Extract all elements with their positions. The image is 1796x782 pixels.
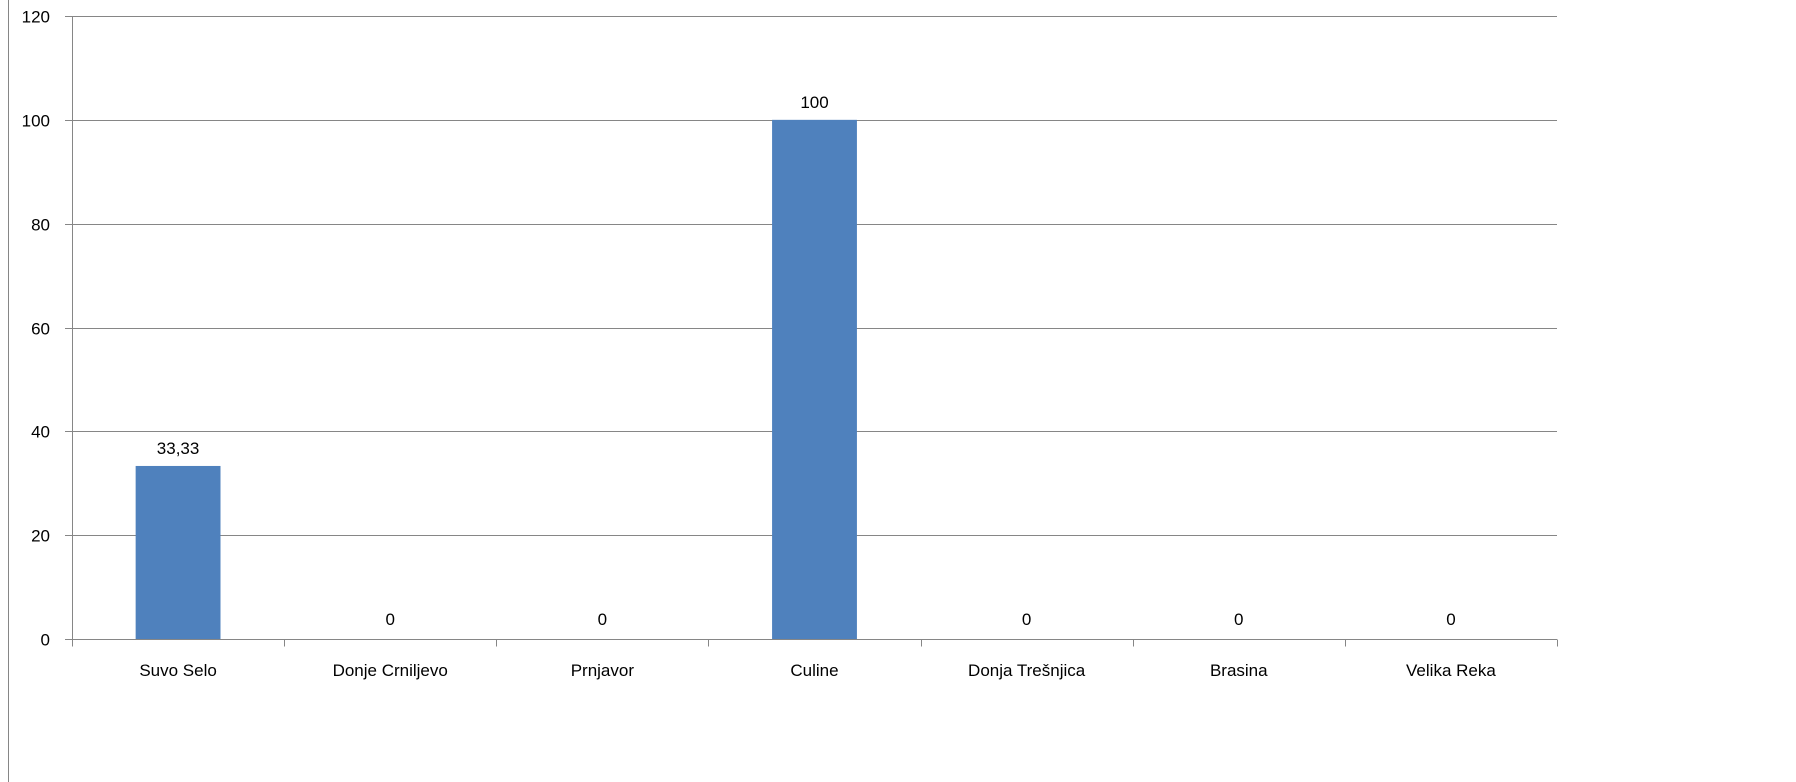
y-tick-label: 0 bbox=[41, 631, 50, 650]
x-tick-label: Donje Crniljevo bbox=[333, 661, 448, 680]
data-label: 0 bbox=[598, 610, 607, 629]
bar bbox=[135, 465, 221, 639]
y-tick-label: 60 bbox=[31, 320, 50, 339]
bars bbox=[135, 119, 857, 640]
x-tick-label: Donja Trešnjica bbox=[968, 661, 1086, 680]
y-tick-label: 100 bbox=[22, 112, 50, 131]
x-tick-label: Prnjavor bbox=[571, 661, 635, 680]
data-label: 0 bbox=[1022, 610, 1031, 629]
x-tick-label: Brasina bbox=[1210, 661, 1268, 680]
y-tick-label: 20 bbox=[31, 527, 50, 546]
y-tick-label: 120 bbox=[22, 8, 50, 27]
data-label: 0 bbox=[1446, 610, 1455, 629]
labels: 0 20 40 60 80 100 120 33,33 Suvo Selo 0 Donje Crni… bbox=[22, 8, 1497, 681]
x-tick-label: Velika Reka bbox=[1406, 661, 1496, 680]
x-tick-label: Suvo Selo bbox=[139, 661, 217, 680]
data-label: 33,33 bbox=[157, 439, 200, 458]
y-tick-label: 80 bbox=[31, 216, 50, 235]
x-tick-label: Culine bbox=[790, 661, 838, 680]
data-label: 0 bbox=[385, 610, 394, 629]
data-label: 0 bbox=[1234, 610, 1243, 629]
y-tick-label: 40 bbox=[31, 423, 50, 442]
data-label: 100 bbox=[800, 93, 828, 112]
bar bbox=[772, 119, 857, 640]
axes bbox=[8, 0, 1558, 782]
